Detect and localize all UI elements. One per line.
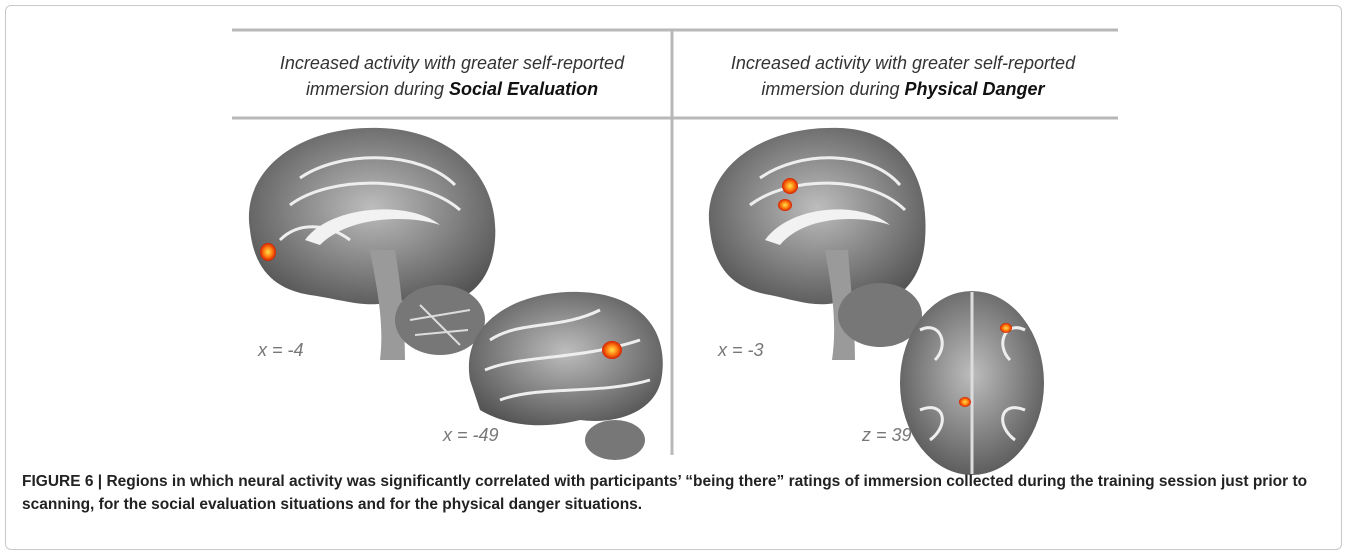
figure-caption: FIGURE 6 | Regions in which neural activ… [22, 470, 1322, 516]
caption-text: Regions in which neural activity was sig… [22, 473, 1307, 513]
slice-label: x = -49 [443, 425, 499, 446]
slice-label: x = -3 [718, 340, 764, 361]
panel-heading: Increased activity with greater self-rep… [232, 50, 672, 102]
slice-label: z = 39 [862, 425, 912, 446]
slice-label: x = -4 [258, 340, 304, 361]
caption-label: FIGURE 6 | [22, 473, 102, 490]
heading-line: Increased activity with greater self-rep… [280, 53, 624, 73]
heading-line: immersion during [761, 79, 899, 99]
brain-sagittal-left [249, 128, 495, 360]
brain-sagittal-right [709, 128, 926, 360]
heading-line: Increased activity with greater self-rep… [731, 53, 1075, 73]
brain-axial [900, 291, 1044, 475]
heading-emphasis: Physical Danger [905, 79, 1045, 99]
heading-emphasis: Social Evaluation [449, 79, 598, 99]
heading-line: immersion during [306, 79, 444, 99]
page: {"figure": { "panels": [ {"heading": {"l… [0, 0, 1349, 557]
panel-heading: Increased activity with greater self-rep… [683, 50, 1123, 102]
